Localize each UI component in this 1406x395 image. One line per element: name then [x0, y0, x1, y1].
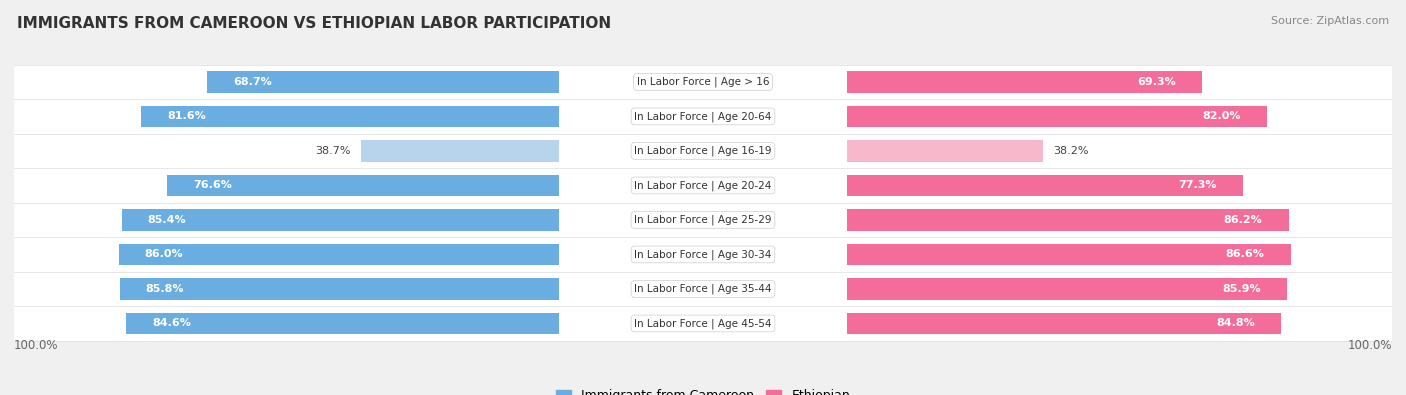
Text: In Labor Force | Age 25-29: In Labor Force | Age 25-29	[634, 214, 772, 225]
FancyBboxPatch shape	[14, 306, 1392, 341]
Text: 85.8%: 85.8%	[146, 284, 184, 294]
FancyBboxPatch shape	[14, 65, 1392, 99]
Bar	[848, 71, 1202, 92]
Text: 84.8%: 84.8%	[1216, 318, 1256, 329]
Text: 76.6%: 76.6%	[193, 181, 232, 190]
Text: In Labor Force | Age > 16: In Labor Force | Age > 16	[637, 77, 769, 87]
Text: 86.6%: 86.6%	[1226, 249, 1264, 260]
FancyBboxPatch shape	[14, 168, 1392, 203]
Text: In Labor Force | Age 20-64: In Labor Force | Age 20-64	[634, 111, 772, 122]
Bar	[848, 140, 1043, 162]
Text: In Labor Force | Age 30-34: In Labor Force | Age 30-34	[634, 249, 772, 260]
Bar	[141, 106, 558, 127]
Text: 82.0%: 82.0%	[1202, 111, 1240, 121]
Text: 100.0%: 100.0%	[1347, 339, 1392, 352]
Bar	[118, 244, 558, 265]
Text: Source: ZipAtlas.com: Source: ZipAtlas.com	[1271, 16, 1389, 26]
Text: In Labor Force | Age 16-19: In Labor Force | Age 16-19	[634, 146, 772, 156]
Text: 81.6%: 81.6%	[167, 111, 207, 121]
Bar	[360, 140, 558, 162]
Text: 69.3%: 69.3%	[1137, 77, 1175, 87]
Text: 100.0%: 100.0%	[14, 339, 59, 352]
Text: In Labor Force | Age 35-44: In Labor Force | Age 35-44	[634, 284, 772, 294]
Text: 38.7%: 38.7%	[315, 146, 350, 156]
FancyBboxPatch shape	[14, 99, 1392, 134]
Bar	[125, 313, 558, 334]
FancyBboxPatch shape	[14, 272, 1392, 306]
Legend: Immigrants from Cameroon, Ethiopian: Immigrants from Cameroon, Ethiopian	[551, 384, 855, 395]
Bar	[848, 106, 1267, 127]
Text: 68.7%: 68.7%	[233, 77, 271, 87]
Text: In Labor Force | Age 45-54: In Labor Force | Age 45-54	[634, 318, 772, 329]
Bar	[848, 278, 1286, 300]
Bar	[120, 278, 558, 300]
Text: 85.4%: 85.4%	[148, 215, 187, 225]
Bar	[848, 209, 1288, 231]
Bar	[848, 175, 1243, 196]
Text: IMMIGRANTS FROM CAMEROON VS ETHIOPIAN LABOR PARTICIPATION: IMMIGRANTS FROM CAMEROON VS ETHIOPIAN LA…	[17, 16, 612, 31]
FancyBboxPatch shape	[14, 134, 1392, 168]
Bar	[121, 209, 558, 231]
Bar	[848, 313, 1281, 334]
Text: 86.0%: 86.0%	[145, 249, 183, 260]
Bar	[207, 71, 558, 92]
FancyBboxPatch shape	[14, 203, 1392, 237]
FancyBboxPatch shape	[14, 237, 1392, 272]
Text: 86.2%: 86.2%	[1223, 215, 1263, 225]
Text: 77.3%: 77.3%	[1178, 181, 1216, 190]
Text: 85.9%: 85.9%	[1222, 284, 1261, 294]
Text: In Labor Force | Age 20-24: In Labor Force | Age 20-24	[634, 180, 772, 191]
Bar	[167, 175, 558, 196]
Text: 38.2%: 38.2%	[1053, 146, 1088, 156]
Bar	[848, 244, 1291, 265]
Text: 84.6%: 84.6%	[152, 318, 191, 329]
